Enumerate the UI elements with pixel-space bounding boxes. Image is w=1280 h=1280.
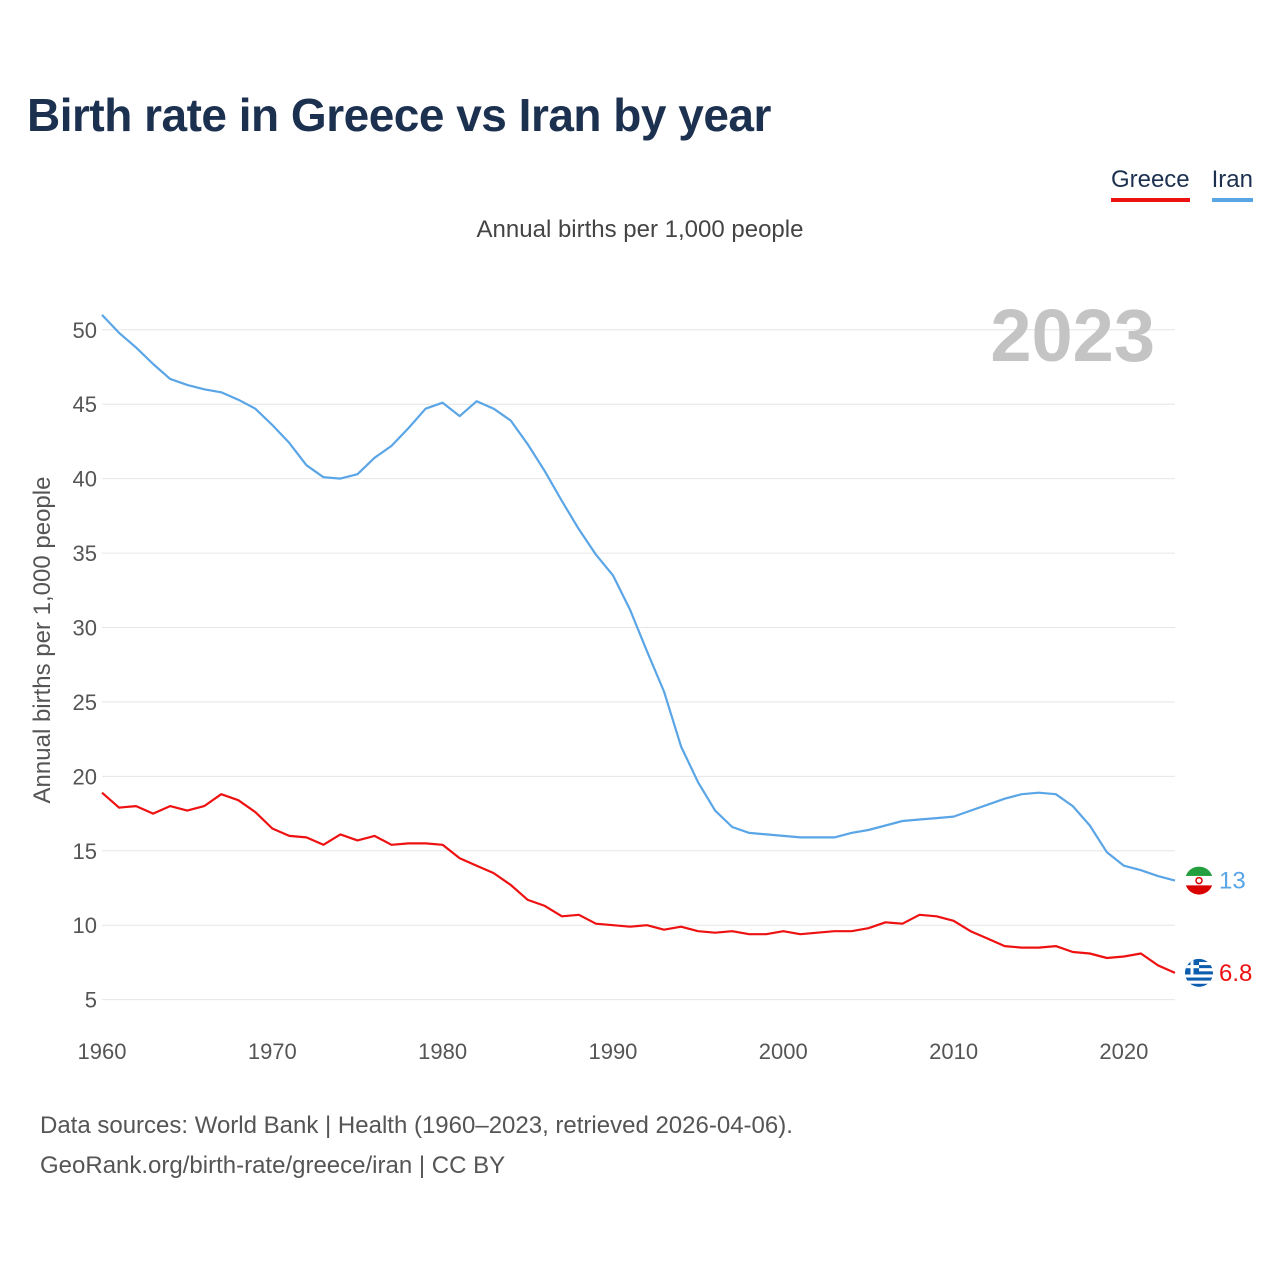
- year-watermark: 2023: [990, 294, 1155, 377]
- legend: Greece Iran: [1110, 166, 1253, 202]
- x-tick-label: 1980: [418, 1039, 467, 1064]
- x-tick-label: 2000: [759, 1039, 808, 1064]
- y-axis-ticks: 5 10 15 20 25 30 35 40 45 50: [73, 318, 97, 1013]
- x-tick-label: 2020: [1099, 1039, 1148, 1064]
- source-line-2[interactable]: GeoRank.org/birth-rate/greece/iran | CC …: [40, 1152, 506, 1179]
- iran-end-value: 13: [1219, 868, 1246, 895]
- source-line-1: Data sources: World Bank | Health (1960–…: [40, 1112, 793, 1139]
- gridlines: [102, 329, 1175, 1001]
- source-note: Data sources: World Bank | Health (1960–…: [40, 1106, 793, 1186]
- series-line-iran[interactable]: [101, 314, 1176, 882]
- series-end-markers: 6.8 13: [1185, 866, 1252, 987]
- y-tick-label: 40: [73, 467, 97, 492]
- y-tick-label: 5: [85, 988, 97, 1013]
- greece-flag-icon: [1185, 958, 1213, 987]
- series-line-greece[interactable]: [101, 791, 1176, 974]
- chart-title: Birth rate in Greece vs Iran by year: [27, 89, 771, 141]
- x-tick-label: 1990: [588, 1039, 637, 1064]
- x-axis-ticks: 1960 1970 1980 1990 2000 2010 2020: [78, 1039, 1149, 1064]
- legend-item-greece[interactable]: Greece: [1110, 166, 1190, 202]
- y-tick-label: 30: [73, 616, 97, 641]
- chart-subtitle: Annual births per 1,000 people: [476, 216, 804, 243]
- legend-item-iran[interactable]: Iran: [1211, 166, 1253, 202]
- y-tick-label: 45: [73, 392, 97, 417]
- y-tick-label: 10: [73, 913, 97, 938]
- x-tick-label: 2010: [929, 1039, 978, 1064]
- y-tick-label: 35: [73, 541, 97, 566]
- y-tick-label: 25: [73, 690, 97, 715]
- y-tick-label: 20: [73, 764, 97, 789]
- greece-end-value: 6.8: [1219, 960, 1252, 987]
- series-lines: [101, 314, 1176, 974]
- iran-flag-icon: [1185, 866, 1213, 895]
- y-axis-label: Annual births per 1,000 people: [29, 477, 56, 804]
- x-tick-label: 1970: [248, 1039, 297, 1064]
- y-tick-label: 15: [73, 839, 97, 864]
- y-tick-label: 50: [73, 318, 97, 343]
- x-tick-label: 1960: [78, 1039, 127, 1064]
